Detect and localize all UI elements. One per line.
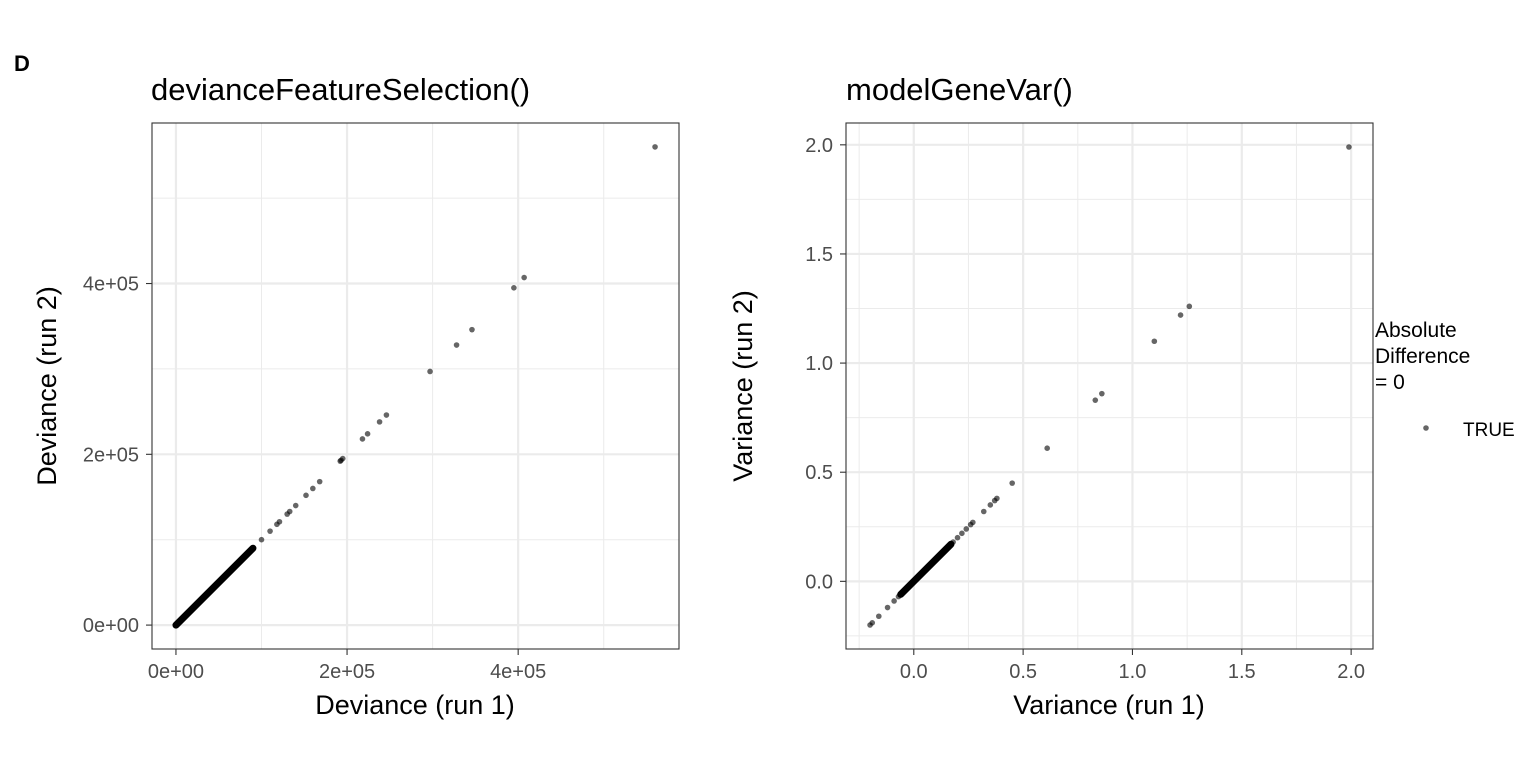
y-tick-label: 0e+00 xyxy=(83,615,139,637)
data-point xyxy=(1009,480,1015,486)
data-point xyxy=(994,495,1000,502)
legend: Absolute Difference = 0 TRUE xyxy=(1375,319,1515,441)
chart-deviance: devianceFeatureSelection() 0e+00 2e+05 4e+… xyxy=(32,72,680,720)
chart-title: devianceFeatureSelection() xyxy=(151,72,530,107)
data-point xyxy=(1151,338,1158,345)
data-point xyxy=(987,502,994,508)
y-tick-label: 2e+05 xyxy=(83,444,139,466)
data-point xyxy=(339,455,346,462)
data-point xyxy=(1186,303,1193,310)
data-point xyxy=(1177,312,1184,318)
y-tick-label: 4e+05 xyxy=(83,274,139,296)
points xyxy=(867,144,1352,628)
data-point xyxy=(427,368,433,375)
dense-point-band xyxy=(897,540,955,598)
legend-label: TRUE xyxy=(1463,420,1515,441)
x-tick-label: 2e+05 xyxy=(319,661,375,683)
data-point xyxy=(453,342,460,348)
x-tick-label: 1.0 xyxy=(1119,661,1147,683)
y-tick-label: 0.0 xyxy=(805,571,833,593)
y-axis-title: Variance (run 2) xyxy=(728,290,758,482)
dense-point-band xyxy=(172,544,257,629)
y-axis-title: Deviance (run 2) xyxy=(32,286,62,486)
y-tick-label: 2.0 xyxy=(805,135,833,157)
data-point xyxy=(179,615,186,622)
data-point xyxy=(963,526,970,532)
x-tick-label: 0e+00 xyxy=(148,661,204,683)
chart-title: modelGeneVar() xyxy=(846,72,1073,107)
data-point xyxy=(469,326,475,333)
data-point xyxy=(1092,397,1099,403)
data-point xyxy=(884,604,891,611)
y-tick-label: 1.5 xyxy=(805,244,833,266)
data-point xyxy=(376,419,383,425)
data-point xyxy=(521,274,527,281)
data-point xyxy=(950,539,956,545)
data-point xyxy=(292,502,299,509)
legend-key-point xyxy=(1423,425,1429,431)
data-point xyxy=(980,508,987,515)
data-point xyxy=(652,144,658,150)
data-point xyxy=(364,431,371,437)
points xyxy=(172,144,658,629)
legend-title-line: Difference xyxy=(1375,345,1470,368)
x-axis: 0.0 0.5 1.0 1.5 2.0 xyxy=(900,649,1365,683)
data-point xyxy=(869,620,876,626)
data-point xyxy=(383,412,390,418)
data-point xyxy=(286,508,293,515)
y-axis: 0e+00 2e+05 4e+05 xyxy=(83,274,152,637)
panel-tag: D xyxy=(14,51,30,76)
legend-title-line: Absolute xyxy=(1375,319,1457,342)
panel-border xyxy=(845,122,1374,650)
x-tick-label: 0.5 xyxy=(1009,661,1037,683)
data-point xyxy=(267,528,273,534)
data-point xyxy=(316,478,323,485)
data-point xyxy=(959,530,965,537)
x-tick-label: 2.0 xyxy=(1337,661,1365,683)
data-point xyxy=(954,534,961,541)
y-tick-label: 1.0 xyxy=(805,353,833,375)
data-point xyxy=(876,613,882,620)
data-point xyxy=(1044,445,1050,452)
panel-border xyxy=(151,122,680,650)
y-tick-label: 0.5 xyxy=(805,462,833,484)
data-point xyxy=(303,492,309,499)
x-axis-title: Deviance (run 1) xyxy=(315,690,515,720)
x-axis-title: Variance (run 1) xyxy=(1013,690,1205,720)
x-tick-label: 1.5 xyxy=(1228,661,1256,683)
x-tick-label: 4e+05 xyxy=(490,661,546,683)
data-point xyxy=(891,598,897,604)
data-point xyxy=(1346,144,1352,150)
x-tick-label: 0.0 xyxy=(900,661,928,683)
data-point xyxy=(276,518,283,525)
data-point xyxy=(359,436,366,442)
data-point xyxy=(310,485,316,492)
data-point xyxy=(1099,390,1105,397)
data-point xyxy=(258,536,265,543)
y-axis: 0.0 0.5 1.0 1.5 2.0 xyxy=(805,135,846,593)
data-point xyxy=(895,593,902,600)
x-axis: 0e+00 2e+05 4e+05 xyxy=(148,649,546,683)
legend-title-line: = 0 xyxy=(1375,371,1405,394)
data-point xyxy=(511,285,517,291)
data-point xyxy=(970,519,976,526)
data-point xyxy=(183,612,190,618)
chart-variance: modelGeneVar() 0.0 0.5 1.0 1.5 2.0 0.0 0.5 1.0… xyxy=(728,72,1374,720)
